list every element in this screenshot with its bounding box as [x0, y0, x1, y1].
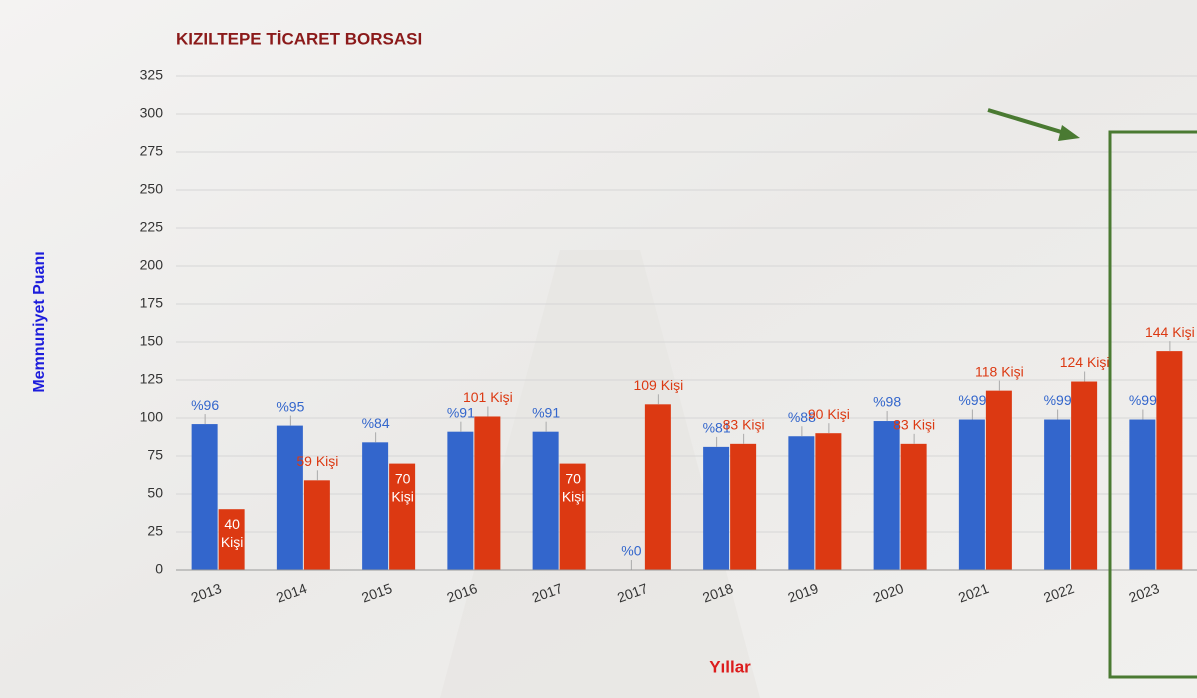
- bar: [900, 443, 927, 570]
- background-shape: [440, 250, 760, 698]
- bar: [1156, 351, 1183, 570]
- data-label: 40 Kişi: [221, 516, 244, 550]
- annotation-arrow: [987, 108, 1069, 136]
- y-tick-label: 0: [155, 561, 163, 577]
- y-tick-label: 50: [147, 485, 163, 501]
- y-tick-label: 200: [140, 257, 164, 273]
- y-tick-label: 275: [140, 143, 164, 159]
- bar: [532, 431, 559, 570]
- bar: [985, 390, 1012, 570]
- y-tick-label: 125: [140, 371, 164, 387]
- plot-area: 0255075100125150175200225250275300325201…: [140, 67, 1197, 606]
- bar: [474, 416, 501, 570]
- highlight-box: [1108, 130, 1197, 679]
- data-label: 70 Kişi: [562, 470, 585, 504]
- data-label: %91: [447, 404, 475, 420]
- bar: [873, 421, 900, 570]
- bar: [559, 463, 586, 570]
- data-label: %99: [958, 392, 986, 408]
- y-tick-label: 150: [140, 333, 164, 349]
- data-label: 109 Kişi: [633, 377, 683, 393]
- y-tick-label: 75: [147, 447, 163, 463]
- bar: [730, 443, 757, 570]
- bar: [703, 446, 730, 570]
- y-tick-label: 325: [140, 67, 164, 83]
- bar: [276, 425, 303, 570]
- data-label: %81: [703, 420, 731, 436]
- bar: [1071, 381, 1098, 570]
- y-tick-label: 175: [140, 295, 164, 311]
- y-tick-label: 100: [140, 409, 164, 425]
- y-tick-label: 250: [140, 181, 164, 197]
- chart-title: KIZILTEPE TİCARET BORSASI: [176, 29, 422, 48]
- bar: [958, 419, 985, 570]
- data-label: %84: [362, 415, 390, 431]
- bar: [447, 431, 474, 570]
- data-label: 101 Kişi: [463, 389, 513, 405]
- data-label: 83 Kişi: [893, 417, 935, 433]
- data-label: %91: [532, 404, 560, 420]
- bar: [303, 480, 330, 570]
- data-label: 59 Kişi: [296, 453, 338, 469]
- x-axis-label: Yıllar: [709, 657, 751, 676]
- data-label: %0: [621, 543, 641, 559]
- data-label: 83 Kişi: [723, 417, 765, 433]
- data-label: %96: [191, 397, 219, 413]
- annotation-arrowhead: [1058, 125, 1080, 141]
- data-label: %99: [1129, 392, 1157, 408]
- bar: [218, 509, 245, 570]
- bar: [362, 442, 389, 570]
- y-tick-label: 225: [140, 219, 164, 235]
- data-label: %98: [873, 394, 901, 410]
- y-axis-label: Memnuniyet Puanı: [31, 251, 48, 392]
- bar: [1129, 419, 1156, 570]
- bar: [191, 424, 218, 570]
- data-label: 144 Kişi: [1145, 324, 1195, 340]
- y-tick-label: 25: [147, 523, 163, 539]
- bar: [1044, 419, 1071, 570]
- bar: [788, 436, 815, 570]
- data-label: %95: [276, 398, 304, 414]
- data-label: 90 Kişi: [808, 406, 850, 422]
- data-label: %88: [788, 409, 816, 425]
- bar: [389, 463, 416, 570]
- y-tick-label: 300: [140, 105, 164, 121]
- data-label: 124 Kişi: [1060, 354, 1110, 370]
- data-label: %99: [1044, 392, 1072, 408]
- data-label: 70 Kişi: [391, 470, 414, 504]
- data-label: 118 Kişi: [975, 363, 1024, 379]
- bar: [644, 404, 671, 570]
- bar: [815, 433, 842, 570]
